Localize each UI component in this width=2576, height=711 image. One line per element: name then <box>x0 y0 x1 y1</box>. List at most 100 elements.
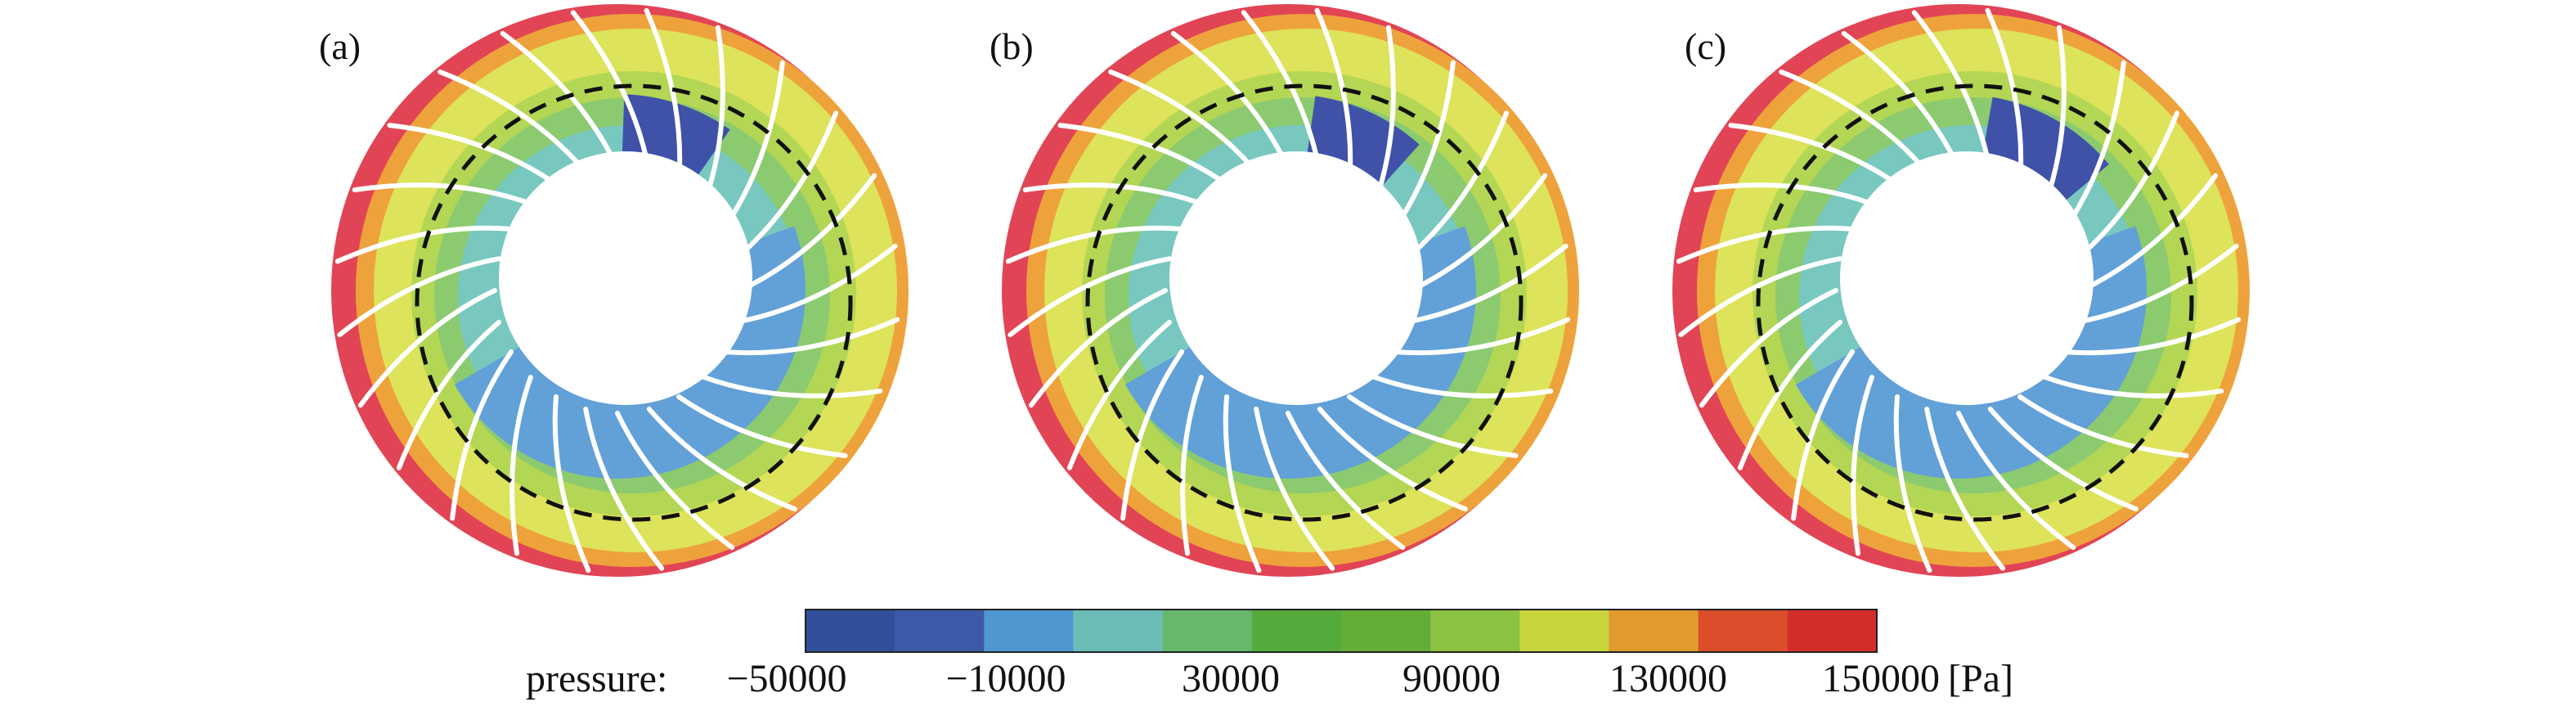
runner-blade <box>334 225 514 264</box>
runner-blade <box>1924 406 2006 571</box>
runner-blade <box>1120 349 1185 521</box>
runner-blade <box>396 319 502 470</box>
runner-blade <box>583 406 665 571</box>
colorbar-swatch <box>984 610 1074 652</box>
runner-blade <box>733 243 898 325</box>
runner-blade <box>570 10 652 175</box>
runner-blade <box>1678 256 1843 338</box>
colorbar-swatch <box>1519 610 1609 652</box>
panel-label-b: (b) <box>990 25 1034 67</box>
runner-blade <box>1254 406 1335 571</box>
colorbar-tick-label: 90000 <box>1402 657 1501 700</box>
runner-blade <box>1791 349 1856 521</box>
runner-blade <box>450 349 514 521</box>
runner-blade <box>1911 10 1993 175</box>
runner-blade <box>1391 317 1571 356</box>
panel-label-c: (c) <box>1685 25 1726 67</box>
runner-blade <box>1317 406 1468 512</box>
panel-label-a: (a) <box>319 25 361 67</box>
runner-blades <box>334 7 900 574</box>
runner-blade <box>676 394 848 458</box>
runner-blade <box>1737 319 1843 470</box>
runner-blade <box>2043 375 2224 398</box>
dashed-reference-circle <box>1756 83 2194 522</box>
runner-panel-b: (b) <box>990 4 1579 577</box>
runner-blade <box>2017 394 2189 458</box>
runner-blade <box>1956 411 2076 551</box>
runner-blade <box>1403 110 1510 262</box>
colorbar-tick-label: −50000 <box>726 657 846 700</box>
colorbar-title: pressure: <box>526 657 667 700</box>
runner-blade <box>1241 10 1322 175</box>
runner-blade <box>2062 317 2242 356</box>
runner-blade <box>1108 69 1259 175</box>
runner-blade <box>1347 394 1519 458</box>
runner-blade <box>1223 394 1262 574</box>
deep-blue-low-pressure-region <box>1981 97 2109 207</box>
runner-blade <box>1851 375 1874 556</box>
runner-blade <box>509 375 533 556</box>
colorbar-swatch <box>1251 610 1342 652</box>
runner-blades <box>1676 7 2242 574</box>
runner-hub <box>1169 151 1423 405</box>
pressure-colorbar: pressure: −50000 −10000 30000 90000 130000 15… <box>526 609 2013 700</box>
runner-blade <box>387 123 559 187</box>
runner-blade <box>646 406 797 512</box>
colorbar-tick-label: −10000 <box>945 657 1066 700</box>
colorbar-tick-labels: −50000 −10000 30000 90000 130000 150000 <box>726 657 1940 700</box>
runner-blade <box>1022 182 1204 206</box>
runner-blade <box>1403 243 1568 325</box>
runner-blade <box>720 317 900 356</box>
runner-wheel-a <box>331 4 909 577</box>
runner-blade <box>1693 182 1874 206</box>
runner-panel-a: (a) <box>319 4 909 577</box>
runner-blade <box>352 182 533 206</box>
runner-blade <box>702 375 883 398</box>
colorbar-tick-label: 130000 <box>1609 657 1727 700</box>
runner-hub <box>499 151 752 405</box>
colorbar-swatch <box>1787 610 1878 652</box>
colorbar-swatch <box>1073 610 1164 652</box>
colorbar-swatch <box>1430 610 1520 652</box>
runner-blade <box>1005 225 1185 264</box>
runner-blade <box>1028 288 1168 408</box>
runner-blade <box>738 173 877 293</box>
runner-hub <box>1840 151 2094 405</box>
colorbar-swatch <box>806 610 895 652</box>
deep-blue-low-pressure-region <box>1306 96 1420 194</box>
runner-blade <box>1008 256 1173 338</box>
runner-blade <box>438 69 589 175</box>
runner-blade <box>1391 60 1456 232</box>
colorbar-tick-label: 30000 <box>1182 657 1280 700</box>
colorbar-unit: [Pa] <box>1948 657 2013 700</box>
runner-blade <box>1728 123 1900 187</box>
colorbar-swatch <box>1698 610 1788 652</box>
runner-blade <box>2062 60 2126 232</box>
runner-blade <box>1699 288 1838 408</box>
runner-wheel-c <box>1672 4 2250 577</box>
colorbar-swatch <box>1162 610 1253 652</box>
runner-wheel-b <box>1002 4 1579 577</box>
runner-blade <box>357 288 497 408</box>
runner-blade <box>720 60 785 232</box>
runner-blade <box>1893 394 1932 574</box>
runner-blade <box>1066 319 1173 470</box>
runner-blade <box>1180 375 1204 556</box>
colorbar-swatches <box>806 610 1878 652</box>
runner-blade <box>1408 173 1548 293</box>
runner-blade <box>2074 110 2180 262</box>
runner-blade <box>552 394 591 574</box>
runner-blade <box>1286 411 1406 551</box>
runner-blade <box>1779 69 1930 175</box>
dashed-reference-circle <box>1085 83 1524 522</box>
colorbar-swatch <box>1341 610 1431 652</box>
runner-blade <box>1057 123 1229 187</box>
colorbar-swatch <box>1609 610 1699 652</box>
runner-blade <box>733 110 839 262</box>
runner-blade <box>615 411 735 551</box>
runner-blade <box>1372 375 1554 398</box>
runner-blade <box>1987 406 2138 512</box>
colorbar-swatch <box>895 610 985 652</box>
colorbar-tick-label: 150000 <box>1822 657 1940 700</box>
